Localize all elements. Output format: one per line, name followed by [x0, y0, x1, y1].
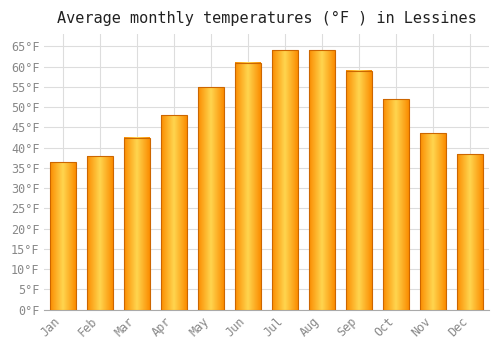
- Bar: [346, 71, 372, 310]
- Bar: [87, 156, 113, 310]
- Bar: [161, 115, 187, 310]
- Bar: [310, 50, 335, 310]
- Title: Average monthly temperatures (°F ) in Lessines: Average monthly temperatures (°F ) in Le…: [57, 11, 476, 26]
- Bar: [458, 154, 483, 310]
- Bar: [235, 63, 261, 310]
- Bar: [272, 50, 298, 310]
- Bar: [420, 133, 446, 310]
- Bar: [124, 138, 150, 310]
- Bar: [198, 87, 224, 310]
- Bar: [384, 99, 409, 310]
- Bar: [50, 162, 76, 310]
